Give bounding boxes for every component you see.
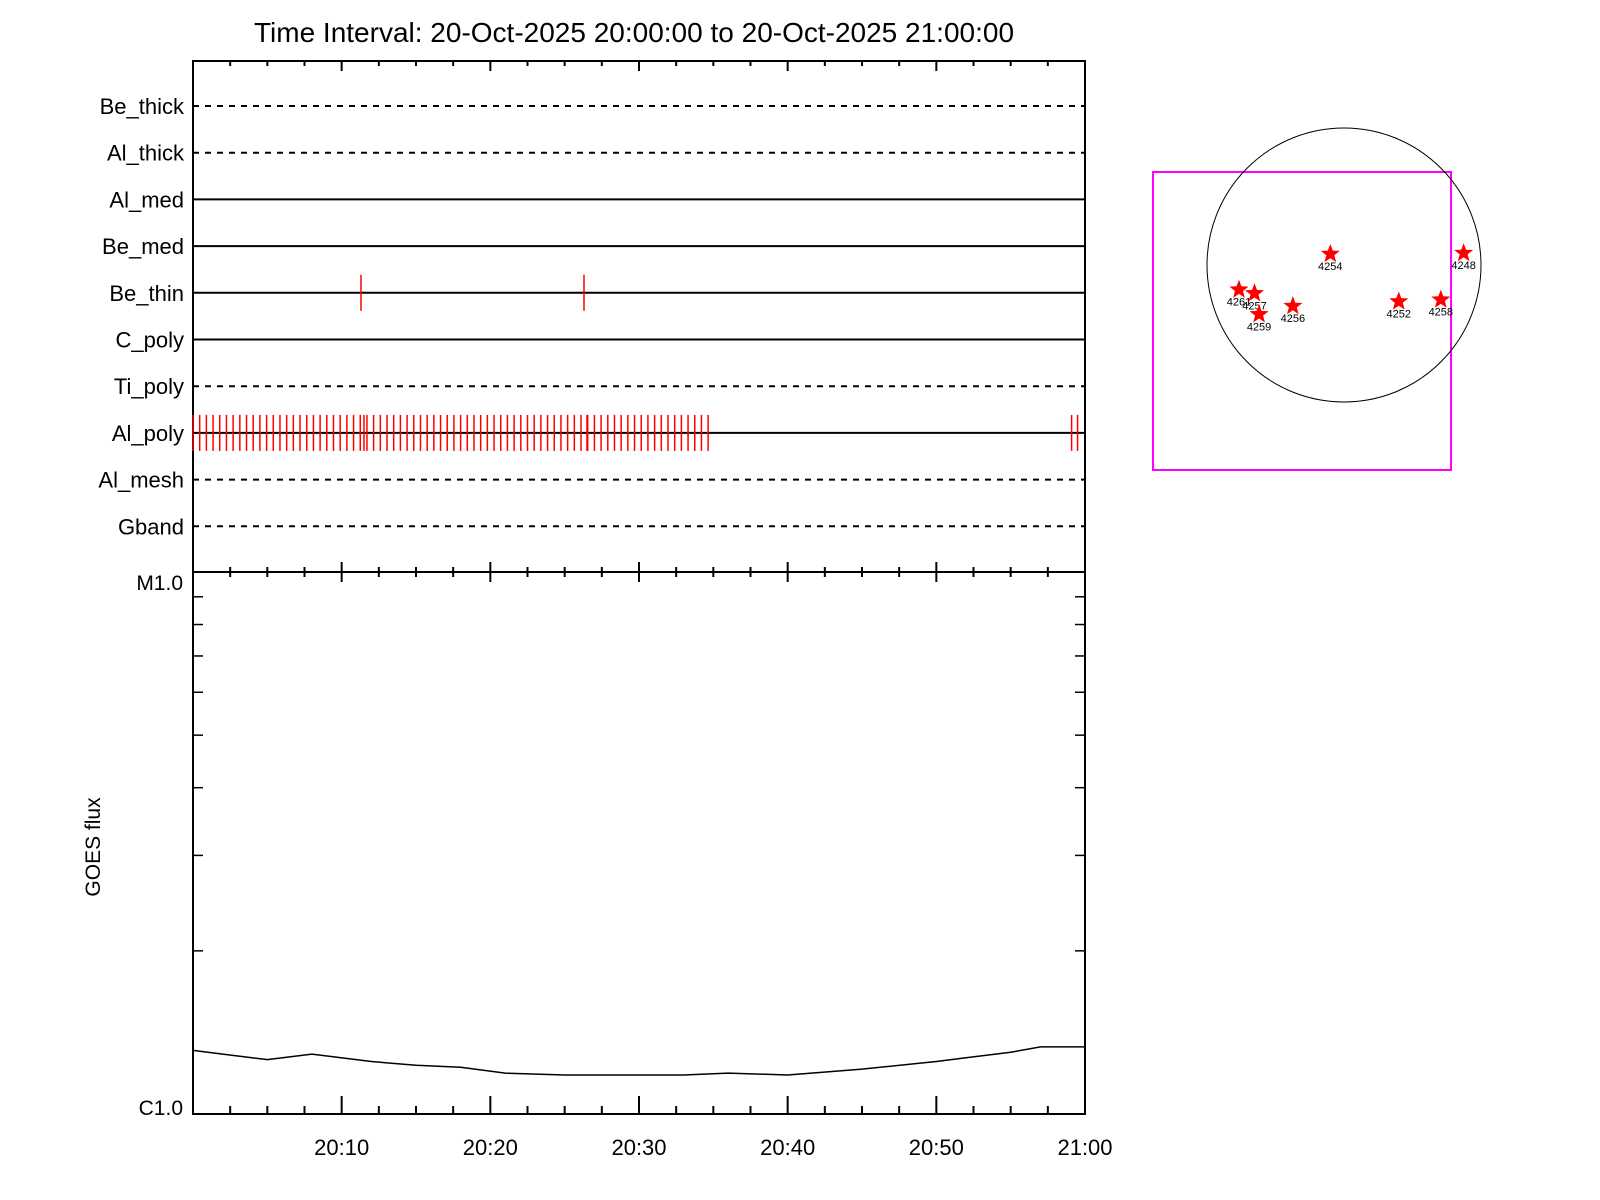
chart-title: Time Interval: 20-Oct-2025 20:00:00 to 2… (254, 17, 1014, 48)
filter-label-ti-poly: Ti_poly (114, 374, 184, 399)
active-region-label: 4254 (1318, 261, 1342, 273)
x-tick-label: 20:10 (314, 1135, 369, 1160)
filter-label-al-poly: Al_poly (112, 421, 184, 446)
active-region-label: 4259 (1247, 321, 1271, 333)
x-tick-label: 20:30 (611, 1135, 666, 1160)
x-tick-label: 20:50 (909, 1135, 964, 1160)
active-region-star-marker (1454, 243, 1474, 262)
y-tick-label-bottom: C1.0 (139, 1097, 183, 1120)
x-tick-label: 21:00 (1057, 1135, 1112, 1160)
x-tick-label: 20:20 (463, 1135, 518, 1160)
active-region-label: 4256 (1281, 313, 1305, 325)
active-region-label: 4252 (1387, 309, 1411, 321)
active-region-star-marker (1283, 296, 1303, 315)
filter-label-c-poly: C_poly (116, 328, 184, 353)
y-tick-label-top: M1.0 (136, 572, 183, 595)
active-region-star-marker (1431, 289, 1451, 308)
active-region-label: 4257 (1242, 300, 1266, 312)
y-axis-label: GOES flux (82, 797, 105, 897)
active-region-label: 4248 (1451, 260, 1475, 272)
top-panel-frame (192, 60, 1086, 573)
field-of-view-box (1152, 171, 1452, 471)
bottom-panel-frame (192, 571, 1086, 1115)
filter-timeline-panel: Be_thick Al_thick Al_med Be_med Be_thin C_pol… (98, 60, 1086, 573)
filter-label-be-thin: Be_thin (109, 281, 184, 306)
active-region-star-marker (1249, 304, 1269, 323)
solar-disk-outline (1206, 127, 1482, 403)
goes-flux-line (192, 1046, 1085, 1076)
filter-label-al-mesh: Al_mesh (98, 468, 184, 493)
active-region-star-marker (1389, 291, 1409, 310)
active-region-star-marker (1229, 279, 1249, 298)
goes-flux-panel: M1.0 C1.0 GOES flux 20:10 20:20 20:30 20:40… (82, 562, 1113, 1160)
x-tick-label: 20:40 (760, 1135, 815, 1160)
filter-label-be-med: Be_med (102, 234, 184, 259)
active-region-label: 4261 (1227, 297, 1251, 309)
filter-label-al-med: Al_med (109, 187, 184, 212)
active-region-star-marker (1245, 283, 1264, 302)
filter-label-gband: Gband (118, 514, 184, 539)
filter-label-al-thick: Al_thick (107, 141, 185, 166)
filter-label-be-thick: Be_thick (100, 94, 185, 119)
active-region-label: 4258 (1429, 307, 1453, 319)
active-region-star-marker (1320, 244, 1340, 263)
